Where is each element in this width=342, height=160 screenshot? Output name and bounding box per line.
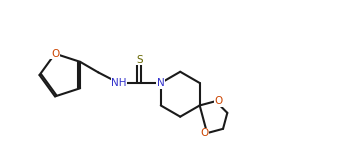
Text: N: N [157,78,165,88]
Text: S: S [136,55,143,64]
Text: O: O [51,49,59,59]
Text: O: O [200,128,209,138]
Text: NH: NH [111,78,127,88]
Text: O: O [215,96,223,106]
